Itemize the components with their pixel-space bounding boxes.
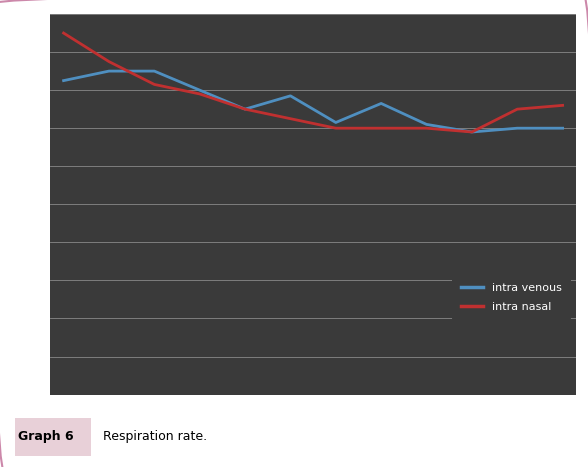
Text: Graph 6: Graph 6: [18, 430, 74, 443]
FancyBboxPatch shape: [15, 418, 91, 456]
Text: Respiration rate.: Respiration rate.: [103, 430, 207, 443]
Legend: intra venous, intra nasal: intra venous, intra nasal: [452, 274, 571, 320]
